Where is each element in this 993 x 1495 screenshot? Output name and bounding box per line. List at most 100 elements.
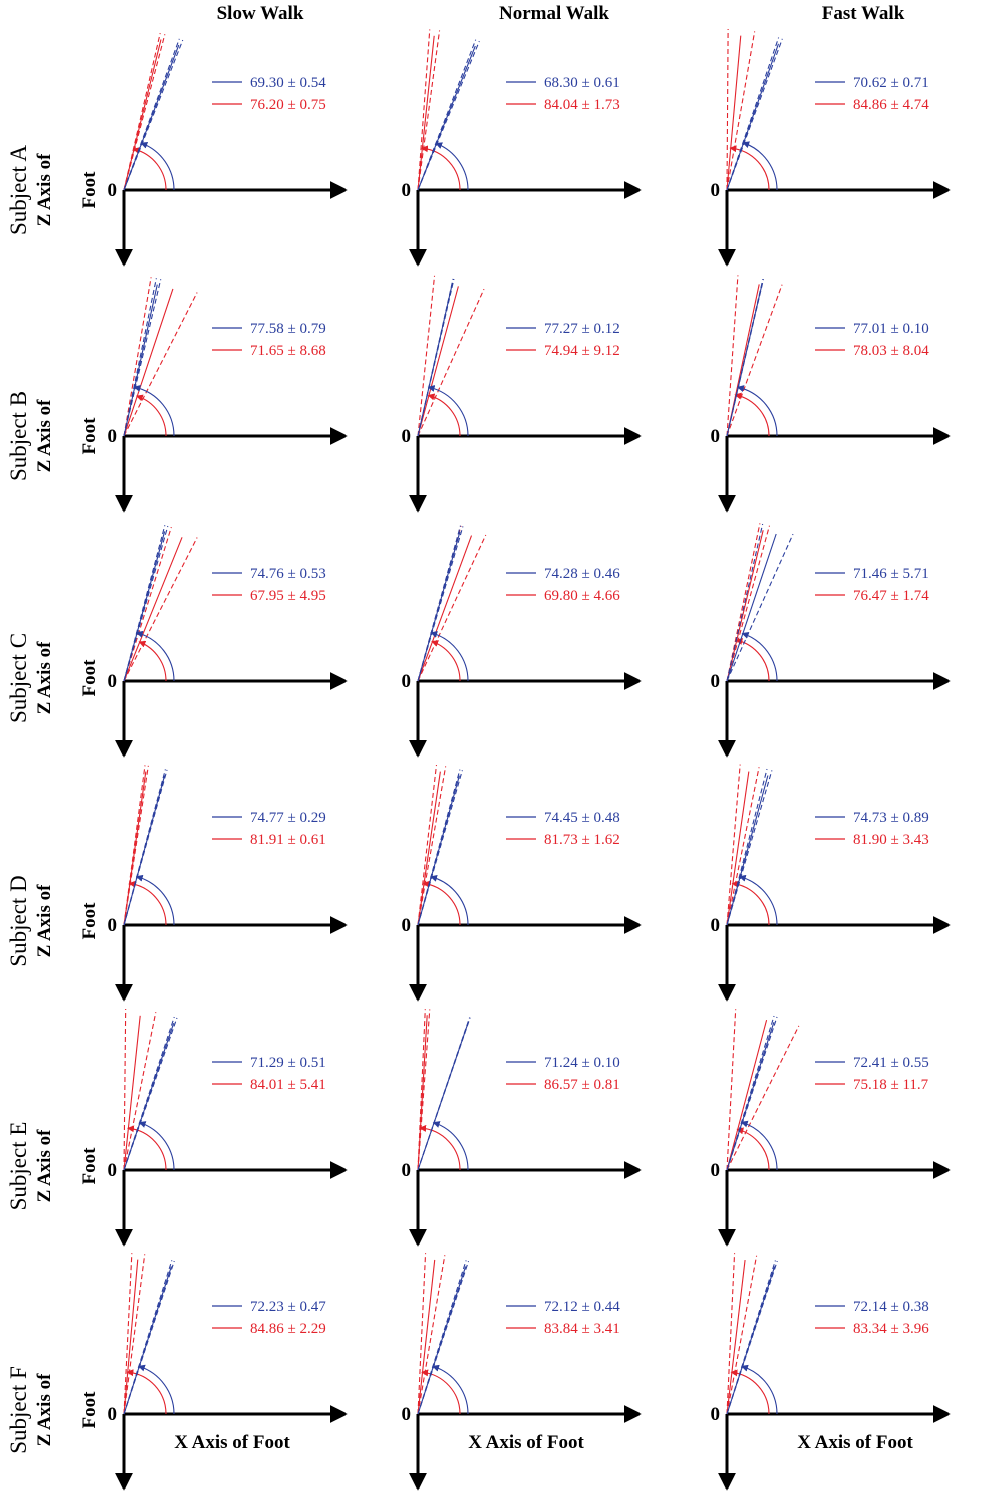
red-angle-line — [123, 537, 183, 682]
red-angle-line — [417, 29, 431, 191]
column-title-slow-walk: Slow Walk — [217, 3, 304, 24]
origin-label: 0 — [108, 180, 118, 201]
panel-subject-b-fast-walk: 0 77.01 ± 0.10 78.03 ± 8.04 — [711, 275, 951, 513]
blue-angle-arc — [738, 874, 778, 926]
red-angle-line — [417, 35, 435, 191]
red-angle-line — [123, 1009, 127, 1171]
legend-value-red: 84.01 ± 5.41 — [250, 1077, 326, 1093]
panel-subject-b-slow-walk: 0 77.58 ± 0.79 71.65 ± 8.68 — [108, 277, 348, 513]
blue-angle-line — [123, 1016, 175, 1171]
panel-subject-d-normal-walk: 0 74.45 ± 0.48 81.73 ± 1.62 — [402, 765, 642, 1002]
blue-angle-line — [123, 769, 166, 926]
red-angle-arc — [420, 145, 461, 191]
legend-value-blue: 77.27 ± 0.12 — [544, 321, 620, 337]
blue-angle-arc — [736, 385, 778, 437]
origin-label: 0 — [108, 671, 118, 692]
column-title-normal-walk: Normal Walk — [499, 3, 609, 24]
origin-label: 0 — [711, 426, 721, 447]
legend-value-red: 76.20 ± 0.75 — [250, 97, 326, 113]
red-angle-line — [726, 35, 742, 191]
panel-subject-e-slow-walk: 0 71.29 ± 0.51 84.01 ± 5.41 — [108, 1009, 348, 1247]
red-angle-arc — [126, 1369, 167, 1415]
red-angle-line — [123, 1253, 133, 1415]
red-angle-line — [417, 275, 436, 437]
legend-value-red: 71.65 ± 8.68 — [250, 343, 326, 359]
legend-value-blue: 71.29 ± 0.51 — [250, 1055, 326, 1071]
blue-angle-line — [726, 1015, 775, 1171]
origin-label: 0 — [711, 1404, 721, 1425]
legend-value-red: 74.94 ± 9.12 — [544, 343, 620, 359]
blue-angle-arc — [137, 1364, 175, 1415]
foot-label: Foot — [79, 1147, 100, 1185]
legend-value-blue: 72.23 ± 0.47 — [250, 1299, 326, 1315]
row-label-d: Subject D Z Axis of Foot — [6, 875, 100, 966]
blue-angle-arc — [742, 141, 778, 191]
red-angle-line — [123, 33, 161, 191]
origin-label: 0 — [711, 671, 721, 692]
blue-angle-line — [123, 284, 158, 437]
legend-value-red: 81.91 ± 0.61 — [250, 832, 326, 848]
foot-label: Foot — [79, 171, 100, 209]
red-angle-line — [417, 1259, 436, 1415]
legend-value-blue: 74.73 ± 0.89 — [853, 810, 929, 826]
blue-angle-line — [123, 525, 166, 682]
red-angle-line — [417, 288, 485, 437]
blue-angle-arc — [135, 630, 175, 682]
origin-label: 0 — [711, 1160, 721, 1181]
foot-label: Foot — [79, 659, 100, 697]
subject-label: Subject A — [6, 145, 31, 235]
red-angle-line — [123, 1015, 141, 1171]
legend-value-red: 84.86 ± 4.74 — [853, 97, 929, 113]
blue-angle-line — [123, 775, 166, 926]
legend-value-red: 81.90 ± 3.43 — [853, 832, 929, 848]
origin-label: 0 — [402, 671, 412, 692]
z-axis-label: Z Axis of — [34, 641, 55, 715]
blue-angle-line — [417, 39, 477, 191]
panel-subject-c-fast-walk: 0 71.46 ± 5.71 76.47 ± 1.74 — [711, 523, 951, 758]
legend-value-blue: 72.41 ± 0.55 — [853, 1055, 929, 1071]
blue-angle-line — [123, 531, 166, 682]
red-angle-arc — [730, 1369, 770, 1415]
red-angle-line — [417, 765, 438, 926]
legend-value-blue: 77.01 ± 0.10 — [853, 321, 929, 337]
blue-angle-line — [123, 1260, 173, 1415]
red-angle-arc — [419, 1124, 461, 1171]
red-angle-line — [726, 771, 750, 926]
origin-label: 0 — [402, 915, 412, 936]
red-angle-line — [123, 39, 162, 191]
origin-label: 0 — [711, 915, 721, 936]
origin-label: 0 — [108, 915, 118, 936]
red-angle-line — [123, 537, 198, 682]
blue-angle-arc — [140, 141, 175, 191]
panel-subject-d-fast-walk: 0 74.73 ± 0.89 81.90 ± 3.43 — [711, 764, 951, 1002]
blue-angle-line — [123, 278, 157, 437]
legend-value-blue: 72.12 ± 0.44 — [544, 1299, 620, 1315]
z-axis-label: Z Axis of — [34, 884, 55, 958]
red-angle-arc — [736, 1127, 770, 1171]
red-angle-arc — [138, 640, 167, 682]
red-angle-line — [123, 771, 147, 926]
legend-value-blue: 69.30 ± 0.54 — [250, 75, 326, 91]
red-angle-line — [417, 766, 447, 926]
z-axis-label: Z Axis of — [34, 1129, 55, 1203]
legend-value-blue: 72.14 ± 0.38 — [853, 1299, 929, 1315]
subject-label: Subject E — [6, 1122, 31, 1211]
legend-value-red: 86.57 ± 0.81 — [544, 1077, 620, 1093]
red-angle-line — [123, 1012, 157, 1171]
panel-subject-e-fast-walk: 0 72.41 ± 0.55 75.18 ± 11.7 — [711, 1009, 951, 1247]
blue-angle-line — [726, 533, 794, 682]
foot-label: Foot — [79, 417, 100, 455]
legend-value-red: 76.47 ± 1.74 — [853, 588, 929, 604]
red-angle-line — [726, 1025, 800, 1171]
red-angle-line — [726, 525, 771, 682]
row-label-e: Subject E Z Axis of Foot — [6, 1122, 100, 1211]
legend-value-red: 75.18 ± 11.7 — [853, 1077, 929, 1093]
blue-angle-arc — [432, 1364, 469, 1415]
red-angle-arc — [128, 880, 167, 926]
foot-label: Foot — [79, 1391, 100, 1429]
red-angle-line — [726, 284, 783, 437]
blue-angle-arc — [741, 632, 778, 682]
subject-label: Subject F — [6, 1366, 31, 1454]
blue-angle-arc — [430, 874, 469, 926]
origin-label: 0 — [711, 180, 721, 201]
